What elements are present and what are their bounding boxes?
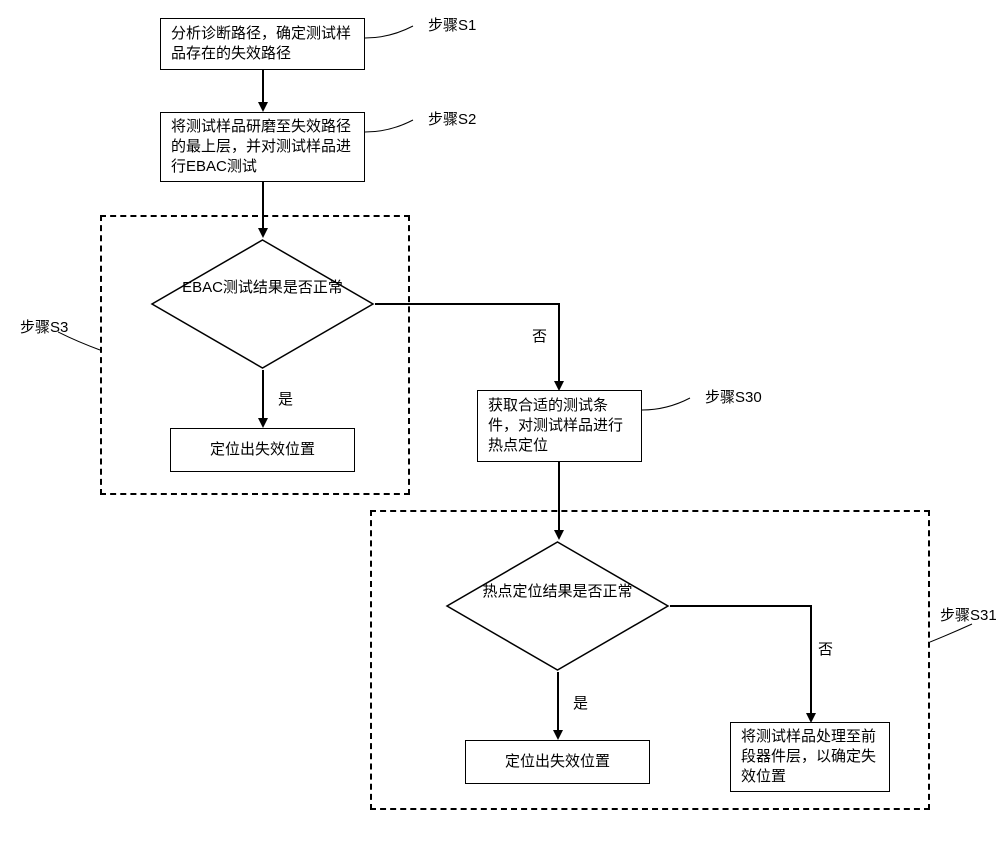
leader-s1 (365, 24, 425, 44)
edge-n1-n2 (262, 70, 264, 104)
process-n3-text: 定位出失效位置 (210, 440, 315, 460)
edge-d1-n3-label: 是 (278, 388, 293, 409)
process-n4-text: 获取合适的测试条件，对测试样品进行热点定位 (488, 396, 631, 457)
step-label-s31: 步骤S31 (940, 604, 997, 625)
process-n6: 将测试样品处理至前段器件层，以确定失效位置 (730, 722, 890, 792)
edge-n1-n2-arrow (258, 102, 268, 112)
edge-d2-n6-label: 否 (818, 638, 833, 659)
edge-d2-n5 (557, 672, 559, 732)
step-label-s3: 步骤S3 (20, 316, 68, 337)
process-n1-text: 分析诊断路径，确定测试样品存在的失效路径 (171, 24, 354, 65)
process-n6-text: 将测试样品处理至前段器件层，以确定失效位置 (741, 727, 879, 788)
edge-d1-n4-v (558, 303, 560, 383)
decision-d1-text: EBAC测试结果是否正常 (150, 278, 375, 298)
decision-d2: 热点定位结果是否正常 (445, 540, 670, 672)
edge-d1-n4-h (375, 303, 560, 305)
process-n1: 分析诊断路径，确定测试样品存在的失效路径 (160, 18, 365, 70)
edge-d2-n6-v (810, 605, 812, 715)
process-n2-text: 将测试样品研磨至失效路径的最上层，并对测试样品进行EBAC测试 (171, 117, 354, 178)
decision-d1: EBAC测试结果是否正常 (150, 238, 375, 370)
process-n5-text: 定位出失效位置 (505, 752, 610, 772)
edge-d1-n3-arrow (258, 418, 268, 428)
edge-d1-n3 (262, 370, 264, 420)
edge-d2-n5-arrow (553, 730, 563, 740)
decision-d2-text: 热点定位结果是否正常 (445, 582, 670, 602)
process-n3: 定位出失效位置 (170, 428, 355, 472)
edge-d2-n5-label: 是 (573, 692, 588, 713)
step-label-s2: 步骤S2 (428, 108, 476, 129)
edge-d2-n6-h (670, 605, 812, 607)
process-n5: 定位出失效位置 (465, 740, 650, 784)
leader-s31 (930, 622, 975, 652)
process-n4: 获取合适的测试条件，对测试样品进行热点定位 (477, 390, 642, 462)
leader-s30 (642, 396, 702, 416)
edge-d1-n4-label: 否 (532, 325, 547, 346)
step-label-s1: 步骤S1 (428, 14, 476, 35)
process-n2: 将测试样品研磨至失效路径的最上层，并对测试样品进行EBAC测试 (160, 112, 365, 182)
leader-s2 (365, 118, 425, 138)
step-label-s30: 步骤S30 (705, 386, 762, 407)
